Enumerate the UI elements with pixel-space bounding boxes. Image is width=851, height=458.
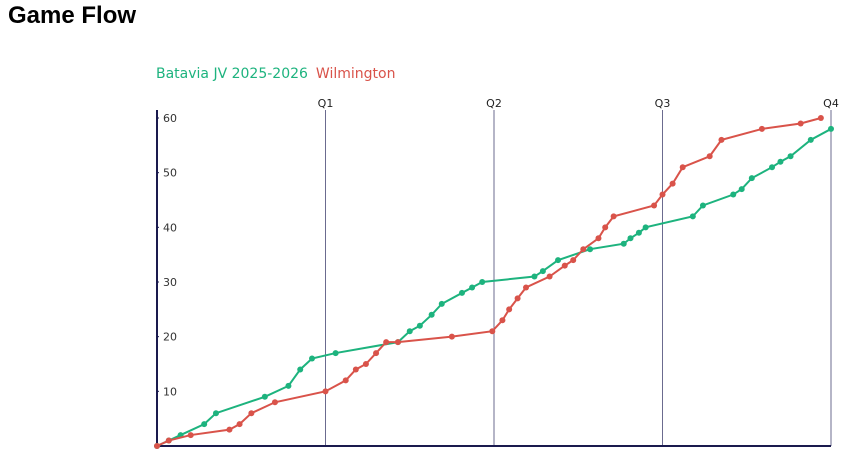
data-point [555,257,562,264]
data-point [807,136,814,143]
data-point [587,246,594,253]
data-point [570,257,577,264]
data-point [394,339,401,346]
data-point [627,235,634,242]
data-point [506,306,513,313]
legend-entry: Wilmington [316,66,396,82]
data-point [352,366,359,373]
data-point [531,273,538,280]
y-tick-label: 10 [163,385,177,398]
data-point [561,262,568,269]
data-point [309,355,316,362]
legend: Batavia JV 2025-2026 Wilmington [156,66,395,82]
data-point [828,125,834,132]
data-point [817,115,824,121]
data-point [546,273,553,280]
data-point [777,158,784,165]
data-point [514,295,521,302]
data-point [718,136,725,143]
y-tick-label: 40 [163,221,177,234]
x-tick-label: Q1 [318,97,334,110]
data-point [438,300,445,307]
data-point [448,333,455,340]
data-point [730,191,737,198]
data-point [406,328,413,335]
data-point [322,388,329,395]
data-point [669,180,676,187]
data-point [699,202,706,209]
legend-entry: Batavia JV 2025-2026 [156,66,308,82]
data-point [769,164,776,171]
data-point [758,125,765,132]
chart-title: Game Flow [8,2,137,29]
y-tick-label: 30 [163,276,177,289]
data-point [499,317,506,324]
data-point [580,246,587,253]
data-point [642,224,649,231]
data-point [797,120,804,127]
data-point [342,377,349,384]
data-point [271,399,278,406]
data-point [236,421,243,428]
data-point [261,393,268,400]
y-tick-label: 50 [163,167,177,180]
data-point [659,191,666,198]
data-point [332,350,339,357]
data-point [212,410,219,417]
data-point [748,175,755,182]
data-point [285,382,292,389]
data-point [165,437,172,444]
data-point [479,279,486,285]
data-point [469,284,476,291]
data-point [602,224,609,231]
data-point [620,240,627,247]
data-point [297,366,304,373]
data-point [458,289,465,296]
data-point [383,339,390,346]
series-line [156,117,822,447]
data-point [610,213,617,220]
x-tick-label: Q3 [655,97,671,110]
data-point [787,153,794,160]
data-point [201,421,208,428]
data-point [373,350,380,357]
x-tick-label: Q4 [823,97,839,110]
data-point [362,361,369,367]
data-point [635,229,642,236]
data-point [706,153,713,160]
data-point [416,322,423,329]
data-point [154,443,160,449]
data-point [489,328,496,335]
data-point [428,311,435,318]
data-point [248,410,255,417]
data-point [689,213,696,220]
data-point [187,432,194,439]
y-tick-label: 60 [163,112,177,125]
data-point [651,202,658,209]
data-point [738,186,745,193]
x-tick-label: Q2 [486,97,502,110]
y-tick-label: 20 [163,331,177,344]
data-point [595,235,602,242]
data-point [679,164,686,171]
data-point [226,426,233,433]
data-point [523,284,530,291]
data-point [539,268,546,275]
